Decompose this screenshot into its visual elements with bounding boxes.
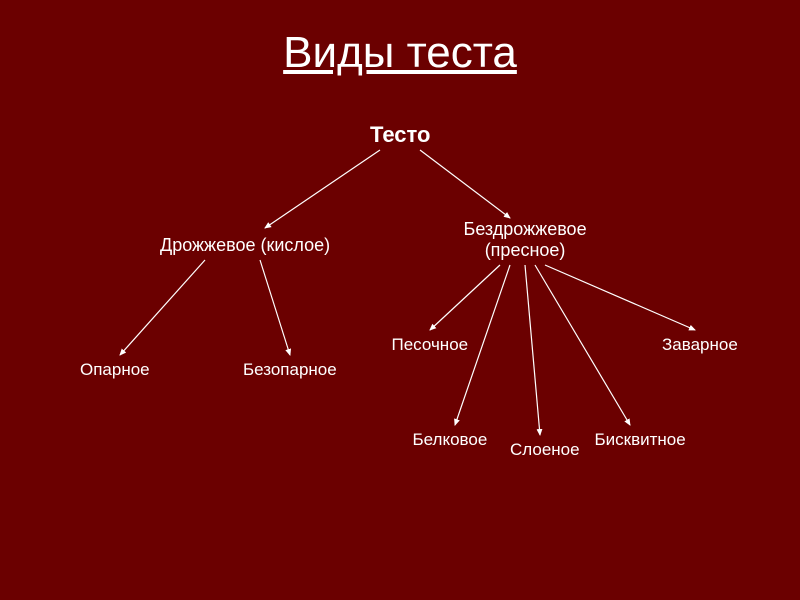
edge bbox=[265, 150, 380, 228]
edge bbox=[535, 265, 630, 425]
node-root: Тесто bbox=[370, 122, 430, 148]
node-pesoch: Песочное bbox=[392, 335, 469, 355]
node-bezop: Безопарное bbox=[243, 360, 337, 380]
node-sloen: Слоеное bbox=[510, 440, 580, 460]
edge bbox=[545, 265, 695, 330]
node-opar: Опарное bbox=[80, 360, 150, 380]
edge bbox=[420, 150, 510, 218]
node-belk: Белковое bbox=[413, 430, 488, 450]
node-noyst: Бездрожжевое (пресное) bbox=[464, 219, 587, 261]
node-biskv: Бисквитное bbox=[595, 430, 686, 450]
edge bbox=[430, 265, 500, 330]
edge bbox=[525, 265, 540, 435]
slide: Виды теста Тесто Дрожжевое (кислое) Бездро… bbox=[0, 0, 800, 600]
node-yeast: Дрожжевое (кислое) bbox=[160, 235, 330, 256]
edge bbox=[120, 260, 205, 355]
edge bbox=[260, 260, 290, 355]
node-zavar: Заварное bbox=[662, 335, 738, 355]
edges-layer bbox=[0, 0, 800, 600]
slide-title: Виды теста bbox=[0, 28, 800, 78]
